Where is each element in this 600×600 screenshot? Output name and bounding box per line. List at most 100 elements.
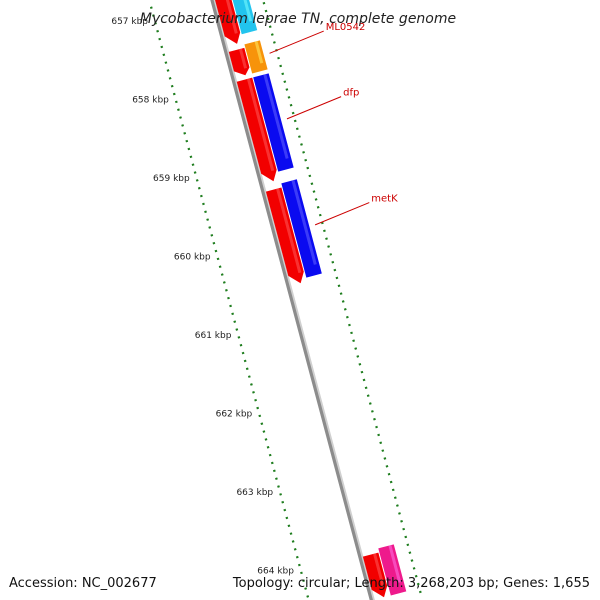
- minor-tick: [360, 370, 364, 374]
- minor-tick: [302, 579, 305, 583]
- minor-tick: [414, 574, 418, 578]
- minor-tick: [316, 205, 320, 209]
- gene-feature: [232, 0, 258, 35]
- arrow-highlight: [243, 0, 253, 22]
- minor-tick: [410, 559, 414, 562]
- minor-tick: [398, 512, 401, 515]
- minor-tick: [164, 61, 168, 64]
- minor-tick: [291, 540, 295, 543]
- minor-tick: [298, 135, 301, 138]
- minor-tick: [352, 339, 356, 343]
- minor-tick: [239, 343, 243, 347]
- inner-tick-track: [149, 6, 310, 598]
- minor-tick: [404, 535, 408, 539]
- minor-tick: [222, 281, 226, 284]
- minor-tick: [306, 166, 310, 170]
- gene-callouts: ML0542 dfp metK: [269, 22, 398, 226]
- minor-tick: [272, 469, 276, 473]
- arrow-highlight: [263, 73, 289, 159]
- minor-tick: [312, 190, 316, 193]
- minor-tick: [189, 155, 193, 159]
- minor-tick: [174, 100, 178, 104]
- minor-tick: [197, 186, 201, 190]
- minor-tick: [333, 268, 337, 272]
- minor-tick: [295, 127, 299, 131]
- minor-tick: [375, 425, 378, 429]
- minor-tick: [408, 551, 412, 554]
- minor-tick: [277, 485, 280, 488]
- minor-tick: [339, 292, 343, 295]
- minor-tick: [237, 336, 241, 339]
- minor-tick: [279, 64, 283, 68]
- minor-tick: [264, 438, 268, 441]
- minor-tick: [254, 398, 257, 402]
- minor-tick: [291, 111, 295, 115]
- minor-tick: [154, 22, 157, 25]
- kbp-label: 659 kbp: [153, 174, 190, 184]
- minor-tick: [327, 245, 330, 248]
- minor-tick: [225, 288, 228, 292]
- minor-tick: [304, 158, 308, 162]
- minor-tick: [214, 249, 218, 253]
- minor-tick: [149, 6, 153, 9]
- minor-tick: [191, 163, 195, 166]
- minor-tick: [389, 480, 393, 484]
- arrow-highlight: [373, 553, 385, 588]
- minor-tick: [362, 378, 366, 382]
- minor-tick: [293, 119, 297, 123]
- minor-tick: [329, 253, 333, 256]
- minor-tick: [289, 103, 293, 107]
- minor-tick: [306, 595, 310, 598]
- minor-tick: [204, 210, 207, 214]
- minor-tick: [304, 587, 308, 590]
- minor-tick: [156, 29, 159, 33]
- minor-tick: [243, 359, 247, 363]
- gene-feature: [378, 544, 407, 596]
- minor-tick: [187, 147, 191, 151]
- minor-tick: [350, 331, 353, 335]
- minor-tick: [264, 9, 268, 13]
- minor-tick: [287, 524, 291, 528]
- minor-tick: [323, 229, 326, 233]
- minor-tick: [166, 69, 170, 72]
- minor-tick: [281, 500, 285, 504]
- minor-tick: [364, 386, 368, 390]
- minor-tick: [281, 72, 285, 76]
- minor-tick: [383, 457, 387, 460]
- minor-tick: [391, 488, 395, 492]
- minor-tick: [152, 14, 155, 17]
- minor-tick: [300, 143, 303, 146]
- genome-backbone-shadow: [212, 0, 375, 600]
- kbp-label: 660 kbp: [174, 252, 211, 262]
- minor-tick: [337, 284, 341, 288]
- minor-tick: [172, 92, 176, 96]
- minor-tick: [199, 194, 203, 198]
- minor-tick: [300, 571, 303, 575]
- minor-tick: [325, 237, 328, 240]
- arrow-highlight: [225, 0, 238, 34]
- minor-tick: [158, 37, 162, 41]
- minor-tick: [229, 304, 232, 308]
- minor-tick: [268, 25, 272, 29]
- minor-tick: [227, 296, 230, 300]
- kbp-label: 662 kbp: [216, 409, 253, 419]
- minor-tick: [283, 508, 287, 512]
- gene-feature: [228, 47, 250, 76]
- kbp-label: 664 kbp: [257, 566, 294, 576]
- minor-tick: [179, 116, 182, 119]
- reverse-strand-arrow: [215, 0, 241, 44]
- minor-tick: [216, 257, 220, 261]
- outer-tick-track: [262, 1, 422, 594]
- minor-tick: [210, 234, 214, 237]
- minor-tick: [310, 182, 314, 186]
- minor-tick: [177, 108, 180, 112]
- reverse-strand-arrow: [265, 187, 304, 284]
- minor-tick: [262, 1, 266, 5]
- gene-dfp: [253, 73, 294, 172]
- callout-line: [286, 96, 342, 120]
- minor-tick: [279, 493, 282, 496]
- minor-tick: [377, 433, 381, 437]
- gene-label: dfp: [343, 88, 359, 99]
- minor-tick: [295, 555, 299, 559]
